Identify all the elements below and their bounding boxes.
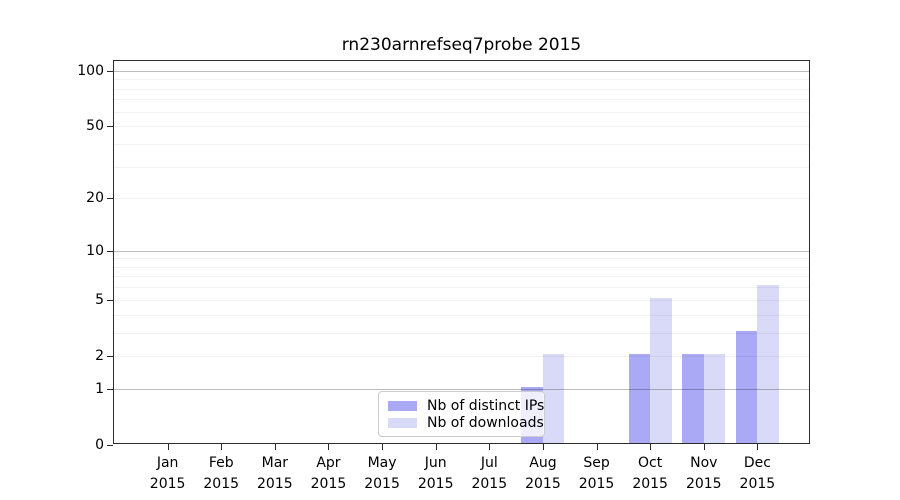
minor-gridline <box>114 276 809 278</box>
y-tick-label: 5 <box>95 291 104 308</box>
plot-area: 0 1 2 5 10 20 50 100 Jan 2015 Feb 2015 Mar 2015 Apr 201… <box>77 60 810 492</box>
legend: Nb of distinct IPs Nb of downloads <box>378 391 545 437</box>
minor-gridline <box>114 99 809 101</box>
y-axis-tick <box>107 250 113 252</box>
x-axis-tick <box>650 444 652 450</box>
x-tick-label-nov: Nov 2015 <box>685 455 722 492</box>
bar-dec-downloads <box>757 285 779 443</box>
y-axis-tick <box>107 355 113 357</box>
minor-gridline <box>114 111 809 113</box>
y-axis-tick <box>107 70 113 72</box>
x-axis-tick <box>435 444 437 450</box>
legend-item-distinct-ips: Nb of distinct IPs <box>388 399 544 413</box>
x-tick-label-aug: Aug 2015 <box>525 455 561 492</box>
minor-gridline <box>114 143 809 145</box>
y-axis-tick <box>107 445 113 446</box>
x-tick-label-oct: Oct 2015 <box>632 455 668 492</box>
x-axis-tick <box>167 444 169 450</box>
x-tick-label-feb: Feb 2015 <box>203 455 240 492</box>
minor-gridline <box>114 198 809 200</box>
minor-gridline <box>114 299 809 301</box>
x-tick-label-mar: Mar 2015 <box>257 455 293 492</box>
major-gridline <box>114 250 809 252</box>
x-axis-tick <box>757 444 759 450</box>
major-gridline <box>114 388 809 390</box>
y-tick-label: 1 <box>95 380 104 397</box>
bar-oct-distinct-ips <box>628 353 651 443</box>
x-axis-tick <box>274 444 276 450</box>
grid-layer <box>114 61 809 443</box>
minor-gridline <box>114 126 809 128</box>
bar-oct-downloads <box>650 297 672 443</box>
y-tick-label: 20 <box>86 190 104 207</box>
axis-layer: 0 1 2 5 10 20 50 100 Jan 2015 Feb 2015 Mar 2015 Apr 201… <box>77 61 809 492</box>
x-axis-tick <box>382 444 384 450</box>
y-tick-label: 0 <box>95 437 104 453</box>
minor-gridline <box>114 355 809 357</box>
bars-layer <box>114 61 809 443</box>
y-axis-tick <box>107 299 113 301</box>
y-tick-label: 10 <box>86 242 104 259</box>
x-tick-label-apr: Apr 2015 <box>310 455 347 492</box>
x-tick-label-sep: Sep 2015 <box>578 455 615 492</box>
chart-title: rn230arnrefseq7probe 2015 <box>341 35 582 55</box>
minor-gridline <box>114 266 809 268</box>
y-axis-tick <box>107 126 113 128</box>
legend-swatch-downloads-icon <box>388 417 417 428</box>
legend-label-distinct-ips: Nb of distinct IPs <box>427 397 545 414</box>
x-axis-tick <box>596 444 598 450</box>
major-gridline <box>114 70 809 72</box>
minor-gridline <box>114 88 809 90</box>
minor-gridline <box>114 166 809 168</box>
x-axis-tick <box>703 444 705 450</box>
bar-nov-downloads <box>703 353 726 443</box>
minor-gridline <box>114 332 809 334</box>
y-axis-tick <box>107 198 113 200</box>
y-tick-label: 2 <box>95 347 104 364</box>
x-tick-label-jul: Jul 2015 <box>471 455 508 492</box>
minor-gridline <box>114 258 809 260</box>
x-axis-tick <box>542 444 544 450</box>
legend-item-downloads: Nb of downloads <box>388 416 544 430</box>
minor-gridline <box>114 287 809 289</box>
bar-dec-distinct-ips <box>735 330 758 443</box>
y-axis-tick <box>107 388 113 390</box>
y-tick-label: 100 <box>77 62 104 79</box>
legend-label-downloads: Nb of downloads <box>427 414 544 431</box>
x-tick-label-dec: Dec 2015 <box>739 455 776 492</box>
x-axis-tick <box>221 444 223 450</box>
x-axis-tick <box>489 444 491 450</box>
minor-gridline <box>114 79 809 81</box>
x-tick-label-jun: Jun 2015 <box>417 455 454 492</box>
bar-aug-downloads <box>542 353 565 443</box>
y-tick-label: 50 <box>86 118 104 135</box>
x-axis-tick <box>328 444 330 450</box>
x-tick-label-may: May 2015 <box>364 455 400 492</box>
legend-swatch-distinct-ips-icon <box>388 400 417 411</box>
bar-nov-distinct-ips <box>682 353 704 443</box>
minor-gridline <box>114 314 809 316</box>
x-tick-label-jan: Jan 2015 <box>149 455 186 492</box>
